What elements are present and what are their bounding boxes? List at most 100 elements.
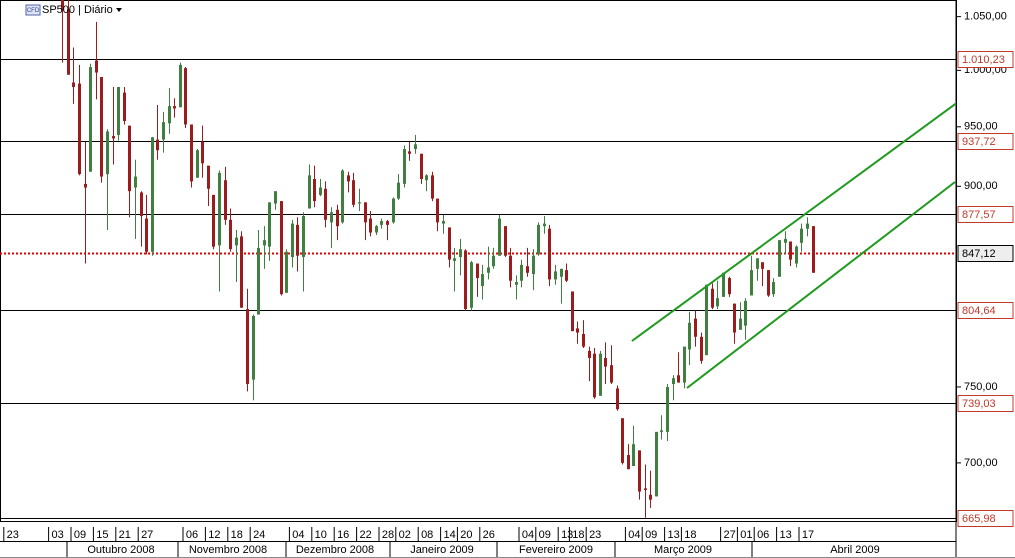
candle-body [392, 198, 395, 223]
x-tick-label: 27 [141, 529, 153, 541]
candle-body [739, 318, 742, 330]
dropdown-icon[interactable] [116, 8, 122, 12]
candle-body [498, 218, 501, 256]
x-tick-label: 18 [231, 529, 243, 541]
level-label: 804,64 [962, 305, 996, 317]
candle-body [347, 175, 350, 182]
candle-body [212, 194, 215, 247]
candle-body [464, 250, 467, 310]
candle-body [380, 221, 383, 225]
candle-body [341, 170, 344, 223]
candle-body [179, 64, 182, 108]
candle-body [196, 150, 199, 178]
channel-upper [631, 102, 956, 342]
candle-body [470, 262, 473, 308]
candle-body [162, 122, 165, 140]
candle-body [291, 223, 294, 258]
candle-body [705, 284, 708, 356]
candle-body [767, 270, 770, 296]
candle-body [218, 172, 221, 246]
candle-body [504, 226, 507, 256]
level-label: 739,03 [962, 398, 996, 410]
candle-body [560, 268, 563, 277]
candle-body [100, 76, 103, 177]
candle-body [95, 60, 98, 73]
candle-body [627, 455, 630, 470]
candle-body [476, 263, 479, 279]
candle-body [532, 255, 535, 275]
candle-body [201, 141, 204, 164]
x-tick-label: 23 [7, 529, 19, 541]
candle-body [235, 237, 238, 246]
candle-body [442, 221, 445, 224]
level-label: 877,57 [962, 209, 996, 221]
badge-box [25, 4, 41, 16]
x-tick-label: 08 [421, 529, 433, 541]
chart-title: SP500 | Diário [42, 4, 113, 16]
candle-body [728, 278, 731, 295]
candle-body [554, 271, 557, 280]
candle-body [134, 176, 137, 188]
candle-body [812, 226, 815, 273]
candle-body [112, 136, 115, 139]
candle-body [806, 223, 809, 229]
axes: 1.050,001.000,00950,00900,00750,00700,00… [3, 11, 1014, 557]
candle-body [145, 218, 148, 252]
candle-body [772, 282, 775, 295]
candle-body [168, 106, 171, 124]
candle-body [408, 151, 411, 154]
candle-body [89, 67, 92, 172]
x-tick-label: 03 [51, 529, 63, 541]
candle-body [173, 106, 176, 109]
candle-body [369, 218, 372, 233]
level-label: 1.010,23 [962, 54, 1005, 66]
level-label-box [957, 395, 1014, 412]
candle-body [672, 378, 675, 385]
candle-body [285, 251, 288, 293]
x-tick-label: 04 [522, 529, 534, 541]
level-label-box [957, 133, 1014, 150]
month-label: Outubro 2008 [87, 544, 154, 556]
candle-body [308, 175, 311, 209]
candle-body [644, 488, 647, 490]
month-label: Dezembro 2008 [296, 544, 374, 556]
candle-body [688, 322, 691, 350]
y-tick-label: 750,00 [964, 381, 998, 393]
candle-body [481, 274, 484, 287]
candle-body [677, 375, 680, 383]
candle-body [543, 223, 546, 227]
candle-body [336, 209, 339, 227]
candle-body [761, 262, 764, 269]
candle-body [722, 272, 725, 297]
candle-body [565, 270, 568, 281]
candle-body [621, 418, 624, 463]
x-tick-label: 02 [399, 529, 411, 541]
channel-lower [686, 181, 956, 389]
candle-body [414, 144, 417, 150]
trend-channel [631, 102, 956, 389]
candle-body [711, 288, 714, 308]
x-tick-label: 17 [802, 529, 814, 541]
candle-body [184, 68, 187, 125]
candle-body [207, 165, 210, 189]
candle-body [61, 0, 64, 11]
candle-body [744, 300, 747, 326]
x-tick-label: 01 [740, 529, 752, 541]
candle-body [280, 201, 283, 295]
candle-body [246, 309, 249, 385]
candle-body [638, 450, 641, 492]
candle-body [789, 241, 792, 260]
candle-body [151, 137, 154, 252]
y-tick-label: 700,00 [964, 457, 998, 469]
candle-body [420, 153, 423, 179]
candle-body [576, 328, 579, 333]
candle-body [268, 202, 271, 247]
candle-body [319, 187, 322, 195]
candle-body [800, 228, 803, 243]
y-tick-label: 1.050,00 [964, 11, 1007, 23]
x-tick-label: 23 [589, 529, 601, 541]
x-tick-label: 15 [96, 529, 108, 541]
candle-body [520, 264, 523, 281]
candle-body [397, 182, 400, 199]
